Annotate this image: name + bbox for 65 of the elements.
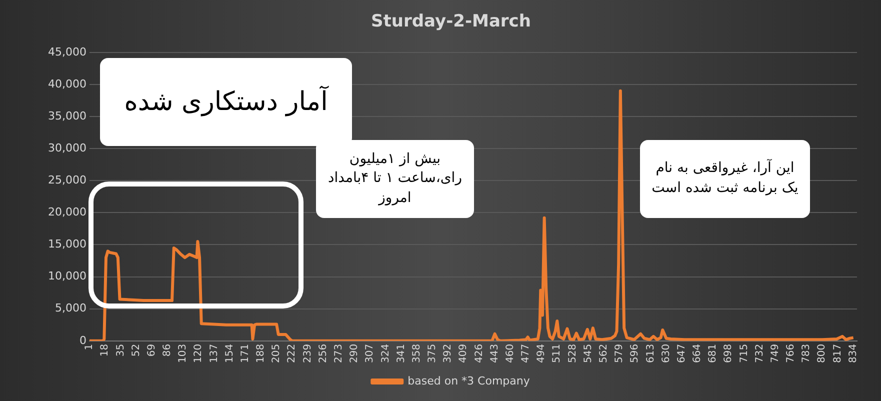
x-tick-label: 171 [240,344,251,364]
x-tick-label: 341 [396,344,407,364]
x-tick-label: 613 [645,344,656,364]
y-tick-label: 40,000 [48,77,86,90]
x-tick-label: 732 [754,344,766,364]
x-tick-label: 528 [567,344,578,364]
y-tick-label: 5,000 [54,302,86,315]
x-tick-label: 392 [442,344,454,364]
x-tick-label: 596 [630,344,641,364]
x-tick-label: 324 [380,344,392,364]
x-tick-label: 834 [848,344,859,364]
x-tick-label: 307 [364,344,376,364]
x-tick-label: 1 [84,344,96,350]
x-tick-label: 579 [614,344,626,364]
chart-title: Sturday-2-March [371,12,531,32]
x-tick-label: 120 [193,344,204,364]
x-tick-label: 222 [286,344,298,364]
x-tick-label: 86 [162,344,174,357]
x-tick-label: 188 [256,344,267,364]
x-tick-label: 52 [130,344,142,357]
x-tick-label: 783 [801,344,812,364]
x-tick-label: 698 [723,344,734,364]
x-tick-label: 545 [582,344,594,364]
x-tick-label: 154 [224,344,236,364]
x-tick-label: 69 [146,344,158,357]
y-tick-label: 10,000 [48,270,86,283]
x-tick-label: 409 [458,344,470,364]
x-tick-label: 800 [816,344,828,364]
x-tick-label: 103 [178,344,189,364]
x-tick-label: 205 [271,344,282,364]
x-tick-label: 749 [770,344,781,364]
x-tick-label: 817 [832,344,844,364]
x-tick-label: 358 [411,344,422,364]
x-tick-label: 375 [427,344,438,364]
x-tick-label: 239 [302,344,314,364]
legend-label: based on *3 Company [408,374,530,388]
x-tick-label: 715 [738,344,750,364]
x-tick-label: 273 [334,344,344,364]
x-tick-label: 290 [349,344,360,364]
y-tick-label: 15,000 [48,238,86,251]
x-tick-label: 766 [786,344,797,364]
note-box: آمار دستکاری شده [100,58,352,146]
x-tick-label: 460 [504,344,516,364]
y-tick-label: 35,000 [48,109,86,122]
x-tick-label: 35 [115,344,126,357]
x-tick-label: 443 [489,344,500,364]
x-tick-label: 137 [208,344,220,364]
x-tick-label: 18 [100,344,111,357]
note-box: این آرا، غیرواقعی به نام یک برنامه ثبت شده است [640,140,810,218]
y-tick-label: 30,000 [48,141,86,154]
x-tick-label: 511 [552,344,563,364]
x-tick-label: 426 [474,344,485,364]
note-box: بیش از ۱میلیون رای،ساعت ۱ تا ۴بامداد امروز [316,140,474,218]
x-tick-label: 664 [692,344,704,364]
x-tick-label: 681 [708,344,719,364]
x-tick-label: 256 [318,344,329,364]
x-tick-label: 630 [660,344,672,364]
x-tick-label: 562 [598,344,610,364]
x-tick-label: 647 [676,344,688,364]
y-tick-label: 45,000 [48,45,86,58]
x-tick-label: 477 [520,344,532,364]
y-tick-label: 0 [79,334,86,347]
x-tick-label: 494 [536,344,548,364]
y-tick-label: 25,000 [48,173,86,186]
y-tick-label: 20,000 [48,206,86,219]
